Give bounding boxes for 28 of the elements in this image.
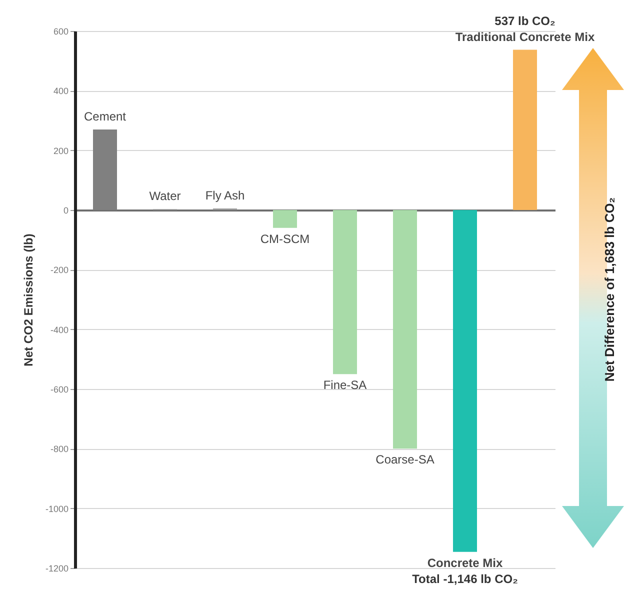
x-tick-label: Cement — [84, 109, 127, 124]
bar — [393, 210, 417, 449]
y-tick-label: 400 — [53, 86, 68, 96]
x-tick-label: CM-SCM — [260, 232, 310, 246]
x-tick-label: Concrete Mix — [427, 556, 503, 570]
x-tick-label: Water — [149, 189, 181, 204]
text: Net Difference of 1,683 lb CO₂ — [602, 197, 617, 382]
y-tick-label: 600 — [53, 26, 68, 36]
y-axis-title: Net CO2 Emissions (lb) — [21, 234, 36, 366]
bar — [333, 210, 357, 374]
y-tick-label: 200 — [53, 146, 68, 156]
x-tick-label: Fly Ash — [205, 188, 245, 203]
x-tick-label: Fine-SA — [323, 378, 367, 392]
y-tick-label: -1000 — [45, 504, 68, 514]
y-tick-label: -400 — [50, 324, 68, 335]
y-tick-label: -1200 — [45, 564, 68, 574]
y-tick-label: -200 — [50, 265, 68, 276]
bar — [273, 210, 297, 228]
bar — [513, 50, 537, 210]
y-tick-label: 0 — [63, 206, 68, 216]
data-label: Total -1,146 lb CO₂ — [412, 572, 518, 586]
y-tick-label: -800 — [50, 444, 68, 454]
bar — [453, 210, 477, 552]
bar — [93, 129, 117, 210]
x-tick-label: Coarse-SA — [376, 452, 434, 467]
y-tick-label: -600 — [50, 384, 68, 394]
x-tick-label: Traditional Concrete Mix — [455, 30, 596, 44]
data-label: 537 lb CO₂ — [494, 14, 556, 28]
